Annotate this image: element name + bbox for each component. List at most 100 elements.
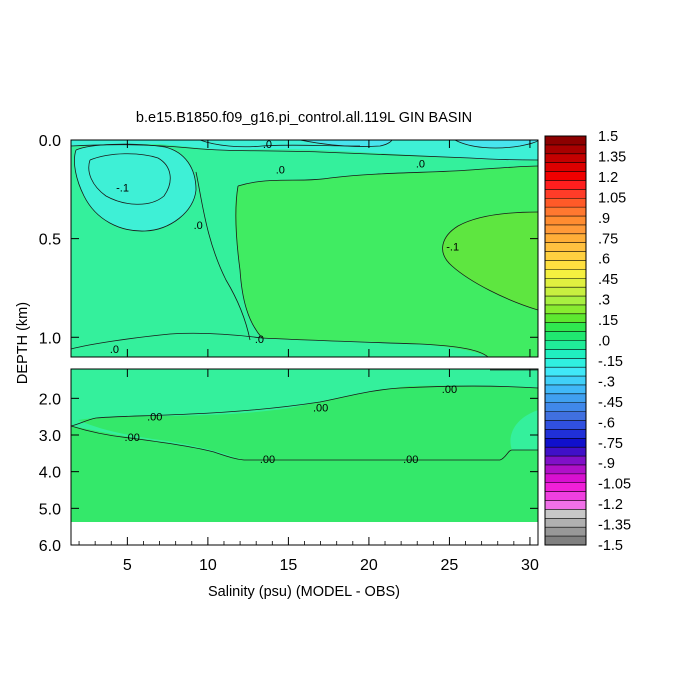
- colorbar-label: -.9: [598, 456, 615, 472]
- colorbar-swatch: [545, 296, 586, 306]
- y-tick-label: 1.0: [39, 330, 61, 347]
- contour-line: [235, 185, 263, 339]
- contour-line: [237, 165, 538, 187]
- upper-cyan-region: [74, 144, 196, 232]
- x-tick-label: 15: [279, 557, 297, 574]
- colorbar-swatch: [545, 536, 586, 546]
- x-axis: 5 10 15 20 25 30: [78, 140, 539, 574]
- colorbar-swatch: [545, 447, 586, 457]
- upper-panel-frame: [70, 139, 539, 358]
- colorbar-swatch: [545, 331, 586, 341]
- upper-panel-fills: [71, 140, 538, 357]
- contour-line: [442, 211, 538, 311]
- colorbar-label: -1.05: [598, 477, 631, 493]
- contour-label: .0: [255, 334, 264, 346]
- contour-label: .0: [416, 159, 425, 171]
- colorbar-label: .15: [598, 313, 618, 329]
- surface-cyan-band: [71, 140, 538, 161]
- colorbar-label: -1.5: [598, 538, 623, 554]
- colorbar-swatch: [545, 429, 586, 439]
- contour-label: .00: [147, 412, 162, 424]
- colorbar-swatch: [545, 349, 586, 359]
- contour-label: .0: [194, 220, 203, 232]
- colorbar-label: -.45: [598, 395, 623, 411]
- upper-stronger-positive-region: [442, 212, 538, 310]
- colorbar-label: 1.05: [598, 190, 626, 206]
- colorbar-swatch: [545, 358, 586, 368]
- y-tick-label: 0.0: [39, 133, 61, 150]
- colorbar-label: .9: [598, 211, 610, 227]
- colorbar-swatch: [545, 198, 586, 208]
- colorbar-swatch: [545, 402, 586, 412]
- colorbar-frame: [544, 135, 587, 546]
- colorbar-label: 1.35: [598, 149, 626, 165]
- contour-label: .00: [260, 454, 275, 466]
- colorbar-swatch: [545, 269, 586, 279]
- y-tick-label: 3.0: [39, 428, 61, 445]
- colorbar-swatch: [545, 162, 586, 172]
- contour-line: [71, 385, 538, 427]
- x-axis-label: Salinity (psu) (MODEL - OBS): [208, 584, 400, 600]
- colorbar-swatch: [545, 500, 586, 510]
- contour-line: [299, 140, 393, 147]
- chart-title: b.e15.B1850.f09_g16.pi_control.all.119L …: [136, 110, 472, 126]
- colorbar-label: .75: [598, 231, 618, 247]
- colorbar-swatch: [545, 287, 586, 297]
- lower-panel-fills: [71, 369, 538, 522]
- y-tick-label: 6.0: [39, 538, 61, 555]
- colorbar-swatch: [545, 216, 586, 226]
- y-tick-label: 5.0: [39, 501, 61, 518]
- colorbar-swatch: [545, 153, 586, 163]
- colorbar-swatch: [545, 411, 586, 421]
- colorbar-swatch: [545, 464, 586, 475]
- colorbar-swatch: [545, 304, 586, 315]
- y-axis-label: DEPTH (km): [15, 302, 31, 384]
- colorbar-label: -.75: [598, 436, 623, 452]
- lower-panel-nodata: [71, 522, 538, 545]
- lower-contour-lines: [71, 369, 538, 461]
- colorbar-swatch: [545, 473, 586, 484]
- colorbar-label: -.15: [598, 354, 623, 370]
- contour-label: -.1: [116, 182, 129, 194]
- colorbar-swatch: [545, 482, 586, 492]
- colorbar-label: .45: [598, 272, 618, 288]
- contour-line: [195, 171, 251, 341]
- upper-contour-labels: .0 .0 .0 -.1 .0 -.1 .0 .0: [110, 139, 459, 356]
- contour-line: [88, 153, 171, 205]
- y-tick-label: 2.0: [39, 391, 61, 408]
- colorbar-swatch: [545, 376, 586, 386]
- colorbar-label: 1.2: [598, 170, 618, 186]
- colorbar-label: -.3: [598, 374, 615, 390]
- colorbar-swatch: [545, 313, 586, 324]
- colorbar-swatch: [545, 233, 586, 243]
- colorbar-swatch: [545, 322, 586, 332]
- colorbar-swatch: [545, 527, 586, 537]
- colorbar-swatch: [545, 491, 586, 501]
- colorbar-swatch: [545, 340, 586, 350]
- colorbar-label: -1.35: [598, 518, 631, 534]
- y-tick-label: 0.5: [39, 232, 61, 249]
- y-axis-lower: 2.0 3.0 4.0 5.0 6.0: [39, 391, 538, 555]
- colorbar-swatch: [545, 384, 586, 395]
- colorbar-swatch: [545, 438, 586, 448]
- colorbar: 1.5 1.35 1.2 1.05 .9 .75 .6 .45 .3 .15 .0 -.15 -.3 -.…: [544, 129, 631, 554]
- contour-label: .0: [263, 139, 272, 151]
- y-tick-label: 4.0: [39, 465, 61, 482]
- y-axis-upper: 0.0 0.5 1.0: [39, 133, 538, 347]
- colorbar-swatch: [545, 136, 586, 146]
- colorbar-swatch: [545, 420, 586, 430]
- x-tick-label: 25: [441, 557, 459, 574]
- x-tick-label: 20: [360, 557, 378, 574]
- contour-line: [71, 332, 489, 357]
- colorbar-label: -.6: [598, 415, 615, 431]
- colorbar-label: 1.5: [598, 129, 618, 145]
- colorbar-label: .0: [598, 334, 610, 350]
- colorbar-swatch: [545, 224, 586, 235]
- colorbar-swatch: [545, 518, 586, 528]
- contour-line: [199, 140, 361, 148]
- colorbar-swatch: [545, 367, 586, 377]
- colorbar-swatch: [545, 509, 586, 519]
- lower-contour-labels: .00 .00 .00 .00 .00 .00: [125, 384, 458, 466]
- colorbar-swatch: [545, 189, 586, 199]
